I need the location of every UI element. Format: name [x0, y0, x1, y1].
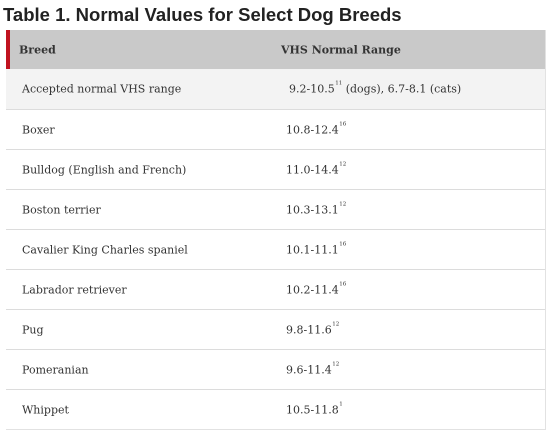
- breed-cell: Boxer: [22, 123, 55, 136]
- reference-number: 12: [332, 361, 340, 367]
- table-row: Boston terrier 10.3-13.112: [6, 189, 545, 229]
- reference-number: 12: [332, 321, 340, 327]
- reference-number: 12: [339, 161, 347, 167]
- header-vhs-range: VHS Normal Range: [281, 43, 401, 56]
- reference-number: 11: [335, 80, 343, 87]
- table-row: Accepted normal VHS range 9.2-10.511 (do…: [6, 69, 545, 109]
- table-caption: Table 1. Normal Values for Select Dog Br…: [3, 4, 402, 25]
- reference-number: 12: [339, 201, 347, 207]
- range-cell: 10.5-11.81: [286, 401, 343, 416]
- range-value: 10.3-13.1: [286, 203, 339, 216]
- breed-cell: Boston terrier: [22, 203, 101, 216]
- table-header: Breed VHS Normal Range: [6, 30, 545, 69]
- reference-number: 1: [339, 401, 343, 407]
- breed-cell: Pug: [22, 323, 44, 336]
- breed-cell: Pomeranian: [22, 363, 89, 376]
- range-cell: 10.1-11.116: [286, 241, 347, 256]
- range-value: 11.0-14.4: [286, 163, 339, 176]
- range-cell: 10.3-13.112: [286, 201, 347, 216]
- table-row: Bulldog (English and French) 11.0-14.412: [6, 149, 545, 189]
- reference-number: 16: [339, 241, 347, 247]
- range-value: 10.8-12.4: [286, 123, 339, 136]
- table-row: Cavalier King Charles spaniel 10.1-11.11…: [6, 229, 545, 269]
- table-row: Boxer 10.8-12.416: [6, 109, 545, 149]
- table-row: Pug 9.8-11.612: [6, 309, 545, 349]
- range-cell: 9.2-10.511 (dogs), 6.7-8.1 (cats): [289, 80, 462, 96]
- breed-cell: Labrador retriever: [22, 283, 127, 296]
- breed-cell: Bulldog (English and French): [22, 163, 187, 176]
- table-row: Labrador retriever 10.2-11.416: [6, 269, 545, 309]
- header-breed: Breed: [19, 43, 56, 56]
- table-row: Whippet 10.5-11.81: [6, 389, 545, 429]
- range-cell: 9.8-11.612: [286, 321, 340, 336]
- dog-breeds-table: Breed VHS Normal Range Accepted normal V…: [6, 30, 546, 430]
- breed-cell: Whippet: [22, 403, 69, 416]
- range-value: 10.5-11.8: [286, 403, 339, 416]
- range-value: 10.2-11.4: [286, 283, 339, 296]
- breed-cell: Cavalier King Charles spaniel: [22, 243, 188, 256]
- table-row: Pomeranian 9.6-11.412: [6, 349, 545, 389]
- range-value: 10.1-11.1: [286, 243, 339, 256]
- range-cell: 10.8-12.416: [286, 121, 347, 136]
- range-value: 9.8-11.6: [286, 323, 332, 336]
- range-cell: 10.2-11.416: [286, 281, 347, 296]
- range-cell: 9.6-11.412: [286, 361, 340, 376]
- reference-number: 16: [339, 281, 347, 287]
- range-cell: 11.0-14.412: [286, 161, 347, 176]
- breed-cell: Accepted normal VHS range: [22, 82, 182, 96]
- range-value: 9.6-11.4: [286, 363, 332, 376]
- range-value: 9.2-10.5: [289, 82, 335, 96]
- reference-number: 16: [339, 121, 347, 127]
- range-suffix: (dogs), 6.7-8.1 (cats): [342, 82, 462, 96]
